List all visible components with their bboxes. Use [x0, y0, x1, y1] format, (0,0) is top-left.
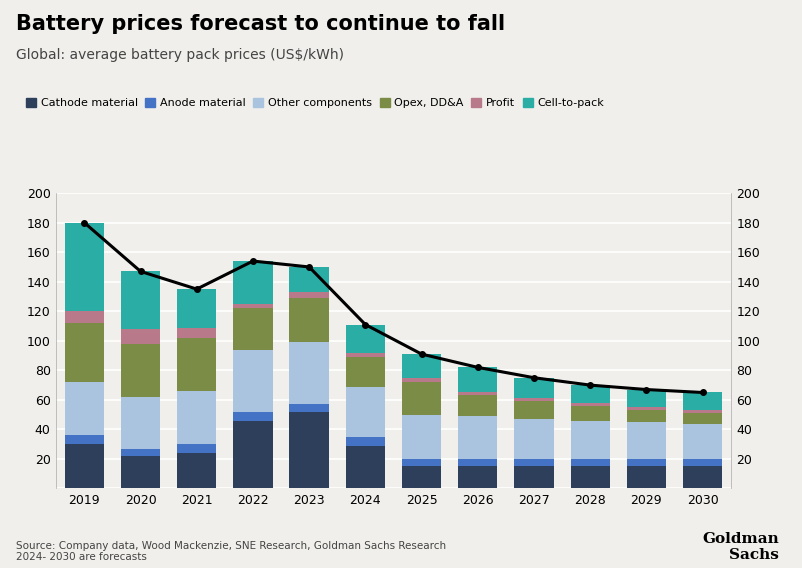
Bar — [401, 415, 440, 459]
Bar — [233, 420, 272, 488]
Bar — [626, 407, 665, 410]
Bar — [289, 292, 329, 298]
Bar — [569, 406, 609, 420]
Bar — [401, 354, 440, 378]
Text: Goldman
Sachs: Goldman Sachs — [701, 532, 778, 562]
Bar — [457, 367, 496, 392]
Bar — [513, 398, 553, 402]
Bar — [513, 466, 553, 488]
Bar — [457, 466, 496, 488]
Bar — [121, 344, 160, 397]
Bar — [569, 420, 609, 459]
Bar — [345, 357, 384, 387]
Bar — [233, 308, 272, 350]
Bar — [626, 410, 665, 422]
Text: Global: average battery pack prices (US$/kWh): Global: average battery pack prices (US$… — [16, 48, 343, 62]
Bar — [289, 412, 329, 488]
Bar — [626, 390, 665, 407]
Bar — [569, 459, 609, 466]
Bar — [345, 324, 384, 353]
Bar — [401, 466, 440, 488]
Bar — [233, 412, 272, 420]
Bar — [233, 304, 272, 308]
Bar — [401, 378, 440, 382]
Bar — [121, 329, 160, 344]
Bar — [569, 385, 609, 403]
Bar — [457, 395, 496, 416]
Bar — [233, 350, 272, 412]
Bar — [289, 267, 329, 292]
Bar — [65, 444, 104, 488]
Bar — [176, 444, 216, 453]
Bar — [121, 449, 160, 456]
Bar — [626, 466, 665, 488]
Bar — [626, 459, 665, 466]
Bar — [65, 311, 104, 323]
Bar — [569, 466, 609, 488]
Bar — [289, 298, 329, 343]
Bar — [289, 343, 329, 404]
Bar — [121, 456, 160, 488]
Bar — [65, 223, 104, 311]
Bar — [401, 382, 440, 415]
Bar — [176, 338, 216, 391]
Bar — [176, 289, 216, 328]
Bar — [176, 328, 216, 338]
Bar — [289, 404, 329, 412]
Bar — [513, 419, 553, 459]
Bar — [176, 453, 216, 488]
Bar — [513, 378, 553, 398]
Bar — [682, 459, 722, 466]
Bar — [345, 387, 384, 437]
Bar — [682, 466, 722, 488]
Text: Source: Company data, Wood Mackenzie, SNE Research, Goldman Sachs Research
2024-: Source: Company data, Wood Mackenzie, SN… — [16, 541, 446, 562]
Bar — [65, 435, 104, 444]
Bar — [121, 397, 160, 449]
Bar — [401, 459, 440, 466]
Bar — [682, 413, 722, 424]
Bar — [345, 353, 384, 357]
Bar — [65, 382, 104, 435]
Bar — [121, 272, 160, 329]
Bar — [682, 410, 722, 413]
Text: Battery prices forecast to continue to fall: Battery prices forecast to continue to f… — [16, 14, 504, 34]
Bar — [682, 392, 722, 410]
Bar — [569, 403, 609, 406]
Bar — [345, 437, 384, 446]
Bar — [457, 392, 496, 395]
Bar — [457, 416, 496, 459]
Legend: Cathode material, Anode material, Other components, Opex, DD&A, Profit, Cell-to-: Cathode material, Anode material, Other … — [22, 94, 607, 112]
Bar — [626, 422, 665, 459]
Bar — [682, 424, 722, 459]
Bar — [176, 391, 216, 444]
Bar — [233, 261, 272, 304]
Bar — [65, 323, 104, 382]
Bar — [345, 446, 384, 488]
Bar — [513, 459, 553, 466]
Bar — [457, 459, 496, 466]
Bar — [513, 402, 553, 419]
